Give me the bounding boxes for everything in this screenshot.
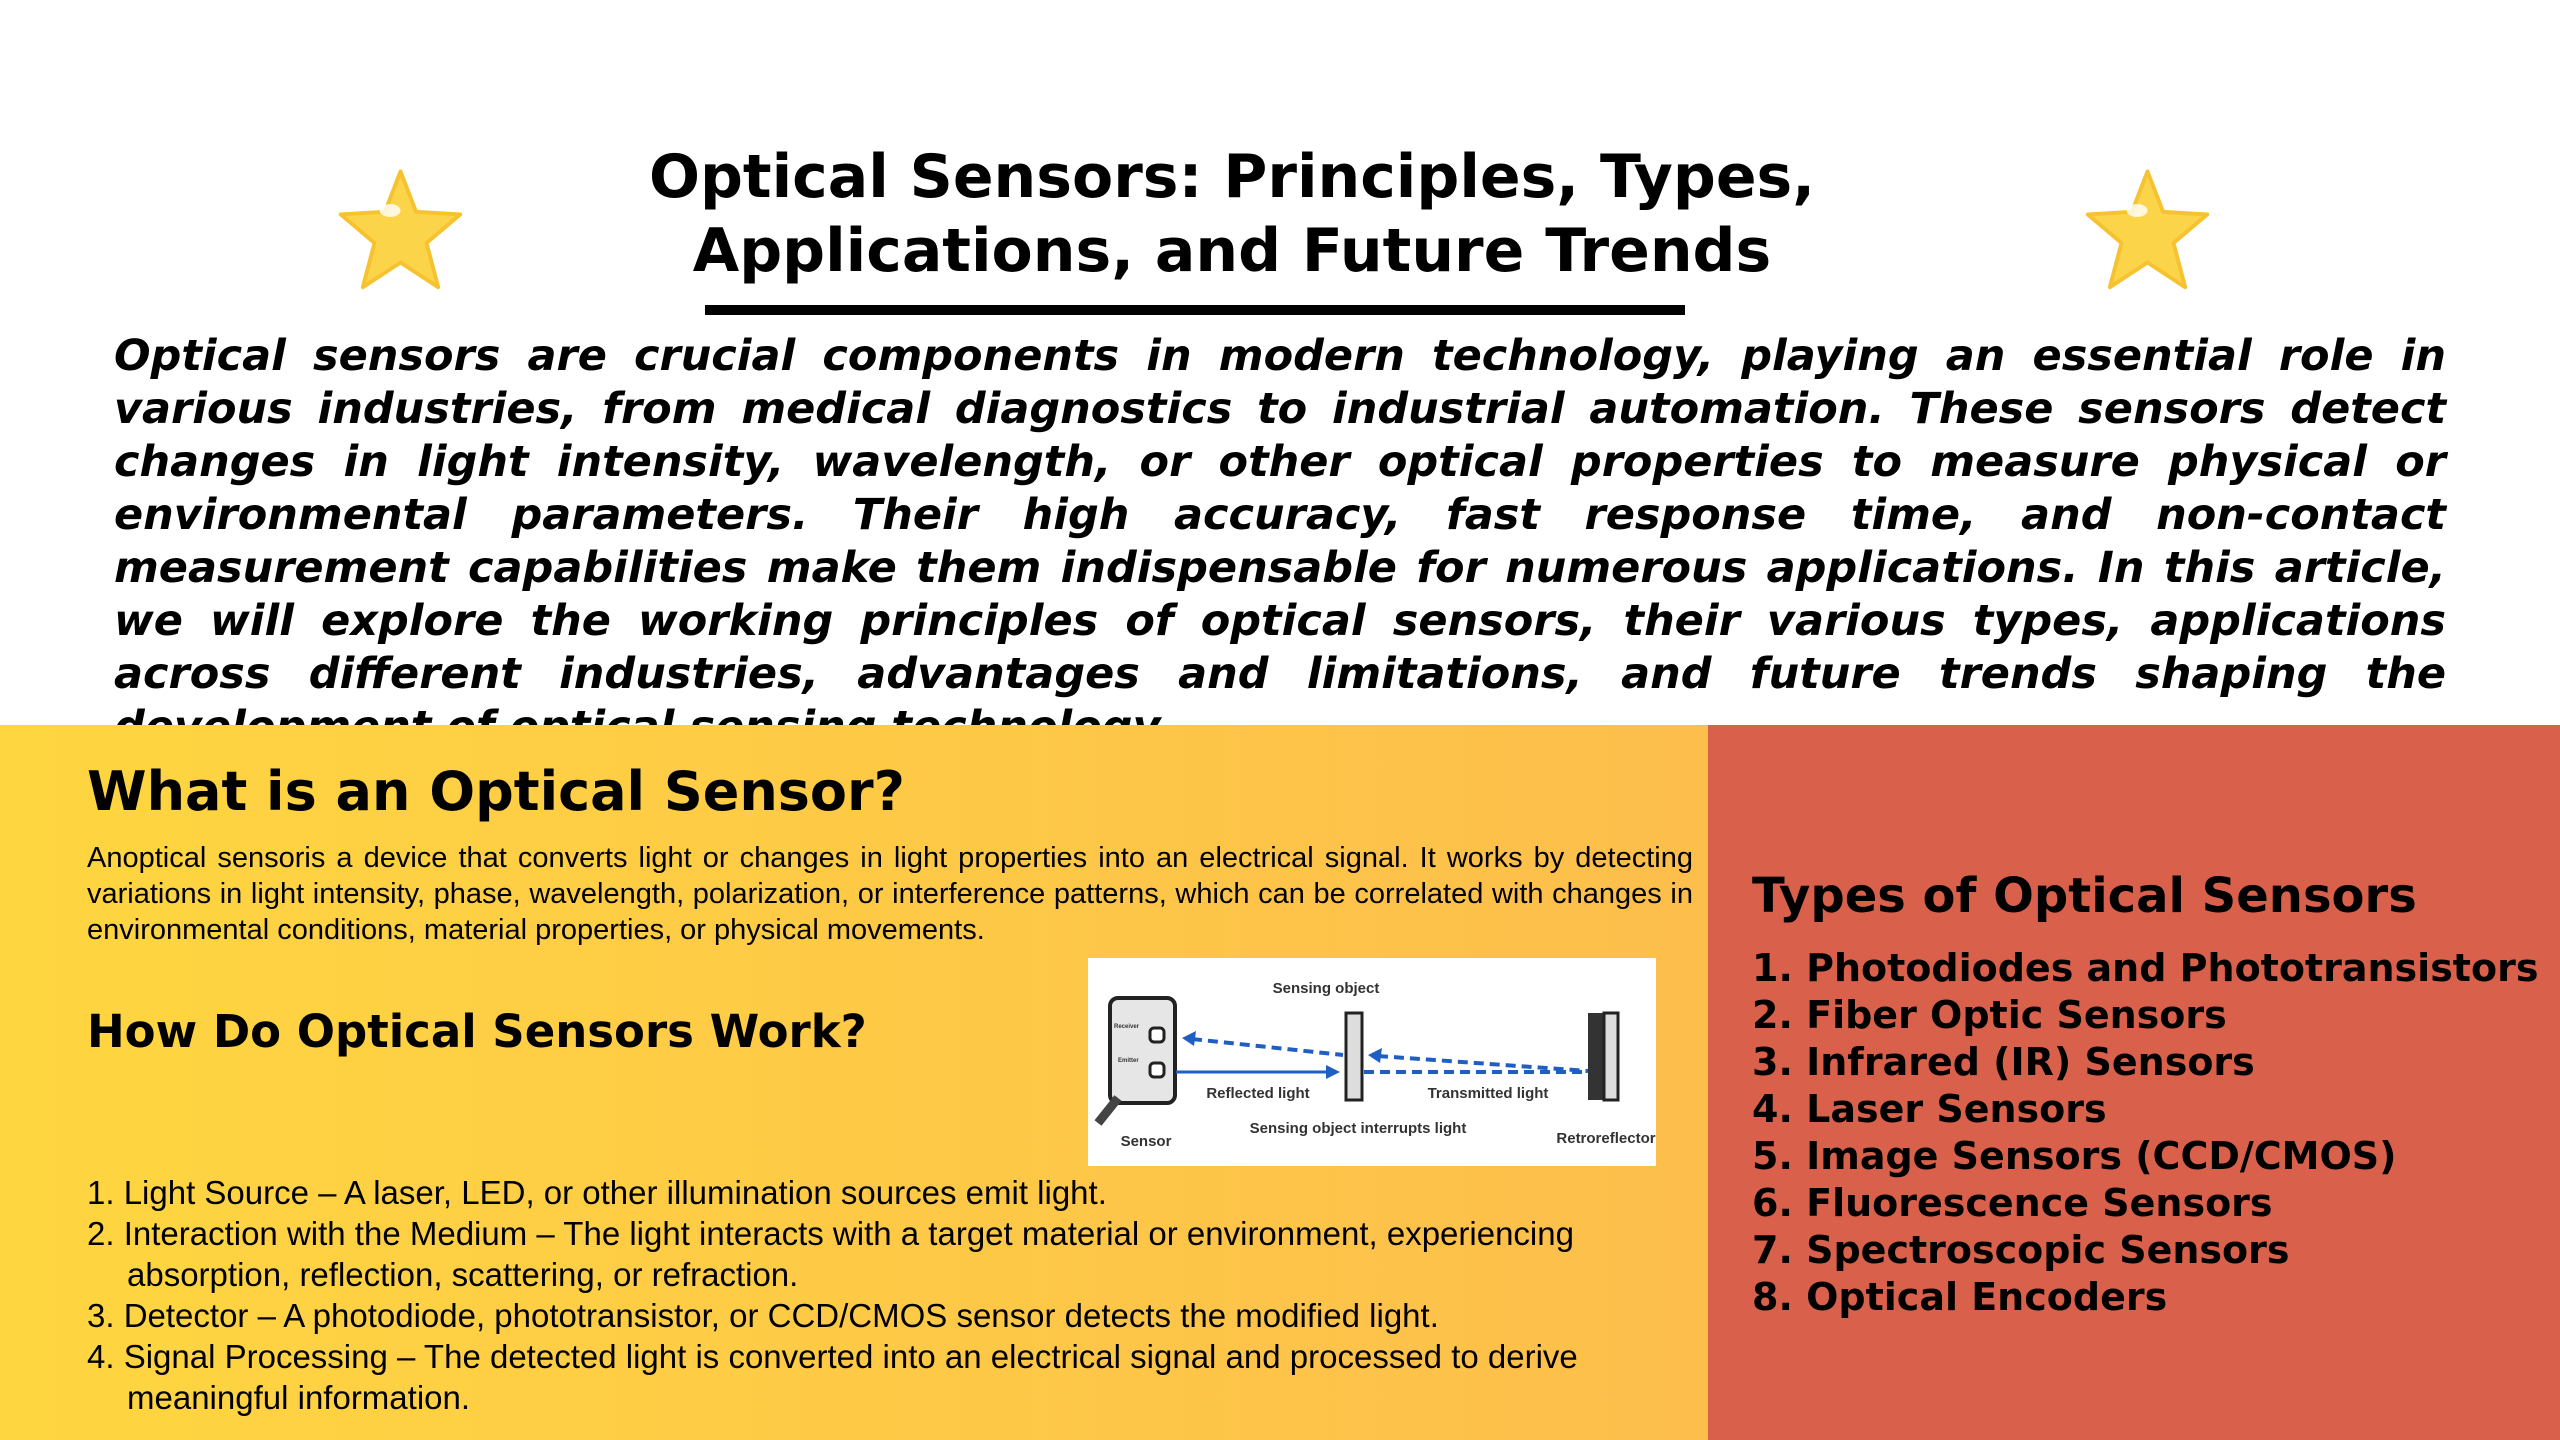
retroreflector <box>1588 1013 1604 1100</box>
receiver-label: Receiver <box>1114 1024 1140 1030</box>
sensor-label: Sensor <box>1121 1133 1172 1150</box>
what-body: Anoptical sensoris a device that convert… <box>87 842 1693 946</box>
title-line: Optical Sensors: Principles, Types, <box>648 142 1816 212</box>
types-heading: Types of Optical Sensors <box>1752 868 2417 924</box>
type-item: 3. Infrared (IR) Sensors <box>1752 1040 2255 1084</box>
emitter-label: Emitter <box>1118 1058 1139 1064</box>
sensor-body <box>1108 996 1177 1105</box>
transmitted-label: Transmitted light <box>1428 1085 1549 1102</box>
retroreflector-label: Retroreflector <box>1556 1130 1655 1147</box>
type-item: 2. Fiber Optic Sensors <box>1752 993 2227 1037</box>
how-heading: How Do Optical Sensors Work? <box>87 1005 867 1058</box>
what-heading: What is an Optical Sensor? <box>87 760 905 823</box>
types-list: 1. Photodiodes and Phototransistors 2. F… <box>1752 945 2538 1321</box>
step-item: 4. Signal Processing – The detected ligh… <box>87 1338 1578 1416</box>
type-item: 4. Laser Sensors <box>1752 1087 2107 1131</box>
sensor-cable <box>1094 1095 1122 1126</box>
step-item: 3. Detector – A photodiode, phototransis… <box>87 1297 1439 1334</box>
title-line: Applications, and Future Trends <box>692 216 1772 286</box>
type-item: 7. Spectroscopic Sensors <box>1752 1228 2290 1272</box>
type-item: 1. Photodiodes and Phototransistors <box>1752 946 2539 990</box>
right-panel <box>1708 725 2560 1440</box>
step-item: 2. Interaction with the Medium – The lig… <box>87 1215 1574 1293</box>
page-title: Optical Sensors: Principles, Types, Appli… <box>0 140 2464 288</box>
star-icon <box>2085 169 2210 290</box>
reflected-dashed-arrow <box>1191 1037 1344 1057</box>
type-item: 5. Image Sensors (CCD/CMOS) <box>1752 1134 2397 1178</box>
star-icon <box>338 169 463 290</box>
step-item: 1. Light Source – A laser, LED, or other… <box>87 1174 1107 1211</box>
reflected-label: Reflected light <box>1206 1085 1309 1102</box>
title-underline <box>705 305 1685 315</box>
interrupts-label: Sensing object interrupts light <box>1250 1120 1467 1137</box>
type-item: 6. Fluorescence Sensors <box>1752 1181 2273 1225</box>
sensor-diagram: Receiver Emitter Sensing object Reflecte… <box>1088 958 1656 1166</box>
how-steps-list: 1. Light Source – A laser, LED, or other… <box>87 1172 1687 1418</box>
type-item: 8. Optical Encoders <box>1752 1275 2168 1319</box>
sensing-object-label: Sensing object <box>1273 980 1380 997</box>
sensing-object <box>1344 1011 1364 1102</box>
intro-paragraph: Optical sensors are crucial components i… <box>114 331 2446 752</box>
